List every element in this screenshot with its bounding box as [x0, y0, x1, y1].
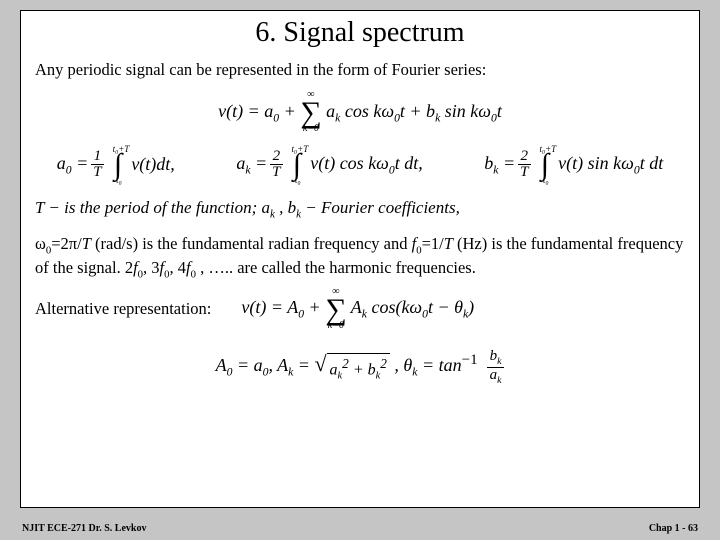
- slide-footer: NJIT ECE-271 Dr. S. Levkov Chap 1 - 63: [22, 523, 698, 534]
- alternative-coefficients-equation: A0 = a0, Ak = √ak2 + bk2 , θk = tan−1 bk…: [35, 349, 685, 386]
- eq-summand: ak cos kω0t + bk sin kω0t: [326, 101, 502, 121]
- sigma-operator: ∞ ∑ k=0: [300, 91, 321, 134]
- eq-lhs: v(t) = a0 +: [218, 101, 300, 121]
- bk-integral: bk = 2T t₀+T∫t₀ v(t) sin kω0t dt: [484, 146, 663, 184]
- fundamental-frequency-text: ω0=2π/T (rad/s) is the fundamental radia…: [35, 233, 685, 283]
- page-title: 6. Signal spectrum: [35, 17, 685, 49]
- coefficient-equations: a0 = 1T t₀+T∫t₀ v(t)dt, ak = 2T t₀+T∫t₀ …: [35, 146, 685, 184]
- intro-text: Any periodic signal can be represented i…: [35, 59, 685, 81]
- alternative-series-equation: v(t) = A0 + ∞ ∑ k=0 Ak cos(kω0t − θk): [241, 288, 474, 331]
- sqrt-operator: √ak2 + bk2: [314, 353, 389, 382]
- a0-integral: a0 = 1T t₀+T∫t₀ v(t)dt,: [57, 146, 175, 184]
- alternative-representation-row: Alternative representation: v(t) = A0 + …: [35, 288, 685, 331]
- fourier-series-equation: v(t) = a0 + ∞ ∑ k=0 ak cos kω0t + bk sin…: [35, 91, 685, 134]
- ak-integral: ak = 2T t₀+T∫t₀ v(t) cos kω0t dt,: [236, 146, 422, 184]
- alternative-label: Alternative representation:: [35, 298, 211, 320]
- footer-left: NJIT ECE-271 Dr. S. Levkov: [22, 523, 146, 534]
- period-definition: T − is the period of the function; ak , …: [35, 198, 685, 220]
- sigma-operator-2: ∞ ∑ k=0: [325, 288, 346, 331]
- slide-page: 6. Signal spectrum Any periodic signal c…: [0, 0, 720, 540]
- slide-content-box: 6. Signal spectrum Any periodic signal c…: [20, 10, 700, 508]
- atan-fraction: bk ak: [487, 349, 505, 386]
- footer-right: Chap 1 - 63: [649, 523, 698, 534]
